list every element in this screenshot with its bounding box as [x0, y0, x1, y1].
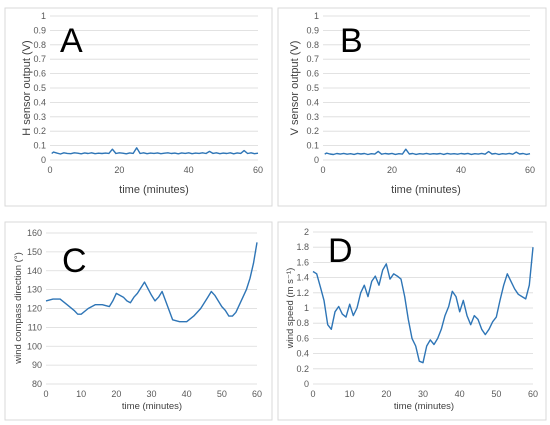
panel-letter-b: B: [340, 22, 363, 60]
x-tick-label-a-1: 20: [114, 165, 124, 175]
y-tick-label-d-2: 0.4: [296, 349, 309, 359]
y-tick-label-c-8: 160: [27, 228, 42, 238]
x-axis-title-c: time (minutes): [122, 401, 182, 412]
y-tick-label-b-5: 0.5: [306, 83, 319, 93]
y-tick-label-d-9: 1.8: [296, 242, 309, 252]
y-tick-label-a-3: 0.3: [33, 112, 46, 122]
x-axis-title-b: time (minutes): [391, 184, 461, 196]
y-tick-label-b-6: 0.6: [306, 69, 319, 79]
y-tick-label-b-10: 1: [314, 11, 319, 21]
y-tick-label-c-4: 120: [27, 304, 42, 314]
x-tick-label-d-0: 0: [310, 389, 315, 399]
x-tick-label-c-6: 60: [252, 389, 262, 399]
y-tick-label-a-8: 0.8: [33, 40, 46, 50]
y-tick-label-c-2: 100: [27, 341, 42, 351]
panel-a: 0 0.1 0.2 0.3 0.4 0.5 0.6 0.7 0.8 0.9 1 0 20 40 60 time…: [4, 7, 273, 207]
y-tick-label-a-4: 0.4: [33, 97, 46, 107]
y-tick-label-d-1: 0.2: [296, 364, 309, 374]
y-tick-label-d-8: 1.6: [296, 257, 309, 267]
y-tick-label-a-7: 0.7: [33, 54, 46, 64]
y-tick-label-b-7: 0.7: [306, 54, 319, 64]
panel-d: 00.20.40.60.811.21.41.61.820 10 20 30 40 50 60…: [277, 221, 547, 421]
x-tick-label-a-0: 0: [47, 165, 52, 175]
x-tick-label-b-2: 40: [456, 165, 466, 175]
panel-b: 0 0.1 0.2 0.3 0.4 0.5 0.6 0.7 0.8 0.9 1 0 20 40 60 time…: [277, 7, 547, 207]
x-tick-label-b-1: 20: [387, 165, 397, 175]
y-axis-title-b: V sensor output (V): [289, 41, 301, 136]
panel-letter-c: C: [62, 242, 87, 280]
y-tick-label-b-1: 0.1: [306, 141, 319, 151]
y-tick-label-d-6: 1.2: [296, 288, 309, 298]
y-tick-label-c-7: 150: [27, 247, 42, 257]
y-tick-label-b-9: 0.9: [306, 25, 319, 35]
x-axis-title-a: time (minutes): [119, 184, 189, 196]
x-tick-label-b-3: 60: [525, 165, 535, 175]
series-line-c: [45, 242, 258, 323]
x-tick-label-c-2: 20: [111, 389, 121, 399]
y-tick-label-a-1: 0.1: [33, 141, 46, 151]
y-tick-label-d-4: 0.8: [296, 318, 309, 328]
x-tick-label-c-1: 10: [76, 389, 86, 399]
y-tick-label-b-4: 0.4: [306, 97, 319, 107]
y-tick-label-d-0: 0: [304, 379, 309, 389]
x-axis-title-d: time (minutes): [394, 401, 454, 412]
series-line-d: [312, 247, 534, 364]
x-tick-label-d-2: 20: [381, 389, 391, 399]
y-tick-label-a-10: 1: [41, 11, 46, 21]
x-tick-label-a-3: 60: [253, 165, 263, 175]
panel-a-frame: [4, 7, 273, 207]
y-tick-label-a-2: 0.2: [33, 126, 46, 136]
y-tick-label-a-0: 0: [41, 155, 46, 165]
y-tick-label-c-1: 90: [32, 360, 42, 370]
x-tick-label-c-5: 50: [217, 389, 227, 399]
panel-c: 80 90 100 110 120 130 140 150 160 0 10 20 30 40 50 60 ti…: [4, 221, 273, 421]
y-tick-label-a-9: 0.9: [33, 25, 46, 35]
y-axis-title-a: H sensor output (V): [21, 40, 33, 135]
x-tick-label-d-1: 10: [345, 389, 355, 399]
y-tick-label-d-7: 1.4: [296, 273, 309, 283]
x-tick-label-c-3: 30: [146, 389, 156, 399]
series-line-b: [324, 148, 531, 156]
x-tick-label-c-0: 0: [43, 389, 48, 399]
x-tick-label-d-6: 60: [528, 389, 538, 399]
y-tick-label-c-5: 130: [27, 285, 42, 295]
y-tick-label-b-2: 0.2: [306, 126, 319, 136]
x-tick-label-b-0: 0: [320, 165, 325, 175]
series-line-a: [51, 147, 259, 155]
y-tick-label-b-3: 0.3: [306, 112, 319, 122]
x-tick-label-d-5: 50: [491, 389, 501, 399]
y-axis-title-d: wind speed (m s⁻¹): [285, 268, 296, 350]
panel-c-frame: [4, 221, 273, 421]
panel-d-frame: [277, 221, 547, 421]
y-tick-label-b-8: 0.8: [306, 40, 319, 50]
panel-letter-d: D: [328, 232, 353, 270]
y-tick-label-c-0: 80: [32, 379, 42, 389]
y-tick-label-c-6: 140: [27, 266, 42, 276]
y-tick-label-d-5: 1: [304, 303, 309, 313]
y-tick-label-a-6: 0.6: [33, 69, 46, 79]
panel-b-frame: [277, 7, 547, 207]
x-tick-label-c-4: 40: [182, 389, 192, 399]
y-tick-label-d-3: 0.6: [296, 333, 309, 343]
y-axis-title-c: wind compass direction (°): [13, 252, 24, 365]
x-tick-label-d-3: 30: [418, 389, 428, 399]
y-tick-label-a-5: 0.5: [33, 83, 46, 93]
y-tick-label-d-10: 2: [304, 227, 309, 237]
x-tick-label-d-4: 40: [455, 389, 465, 399]
panel-letter-a: A: [60, 22, 83, 60]
y-tick-label-c-3: 110: [28, 322, 42, 332]
x-tick-label-a-2: 40: [184, 165, 194, 175]
y-tick-label-b-0: 0: [314, 155, 319, 165]
